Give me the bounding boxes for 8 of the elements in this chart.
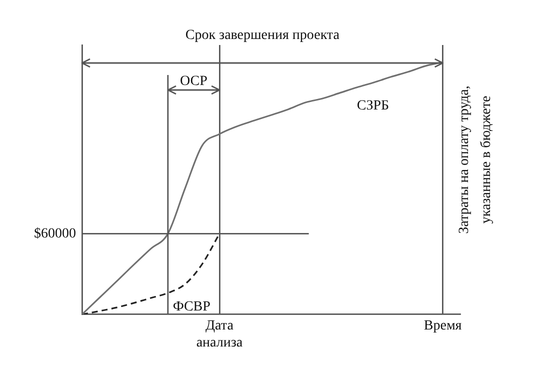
y-axis-title: Затраты на оплату труда, указанные в бюджете (457, 86, 494, 234)
series-label: ФСВР (172, 299, 211, 314)
series-label: СЗРБ (356, 98, 390, 114)
x-tick-label: Время (424, 318, 462, 334)
annotation: ОСР (180, 74, 208, 89)
x-tick-label: Дата анализа (196, 318, 244, 350)
text: $60000 (34, 226, 76, 242)
text: Срок завершения проекта (185, 28, 340, 43)
